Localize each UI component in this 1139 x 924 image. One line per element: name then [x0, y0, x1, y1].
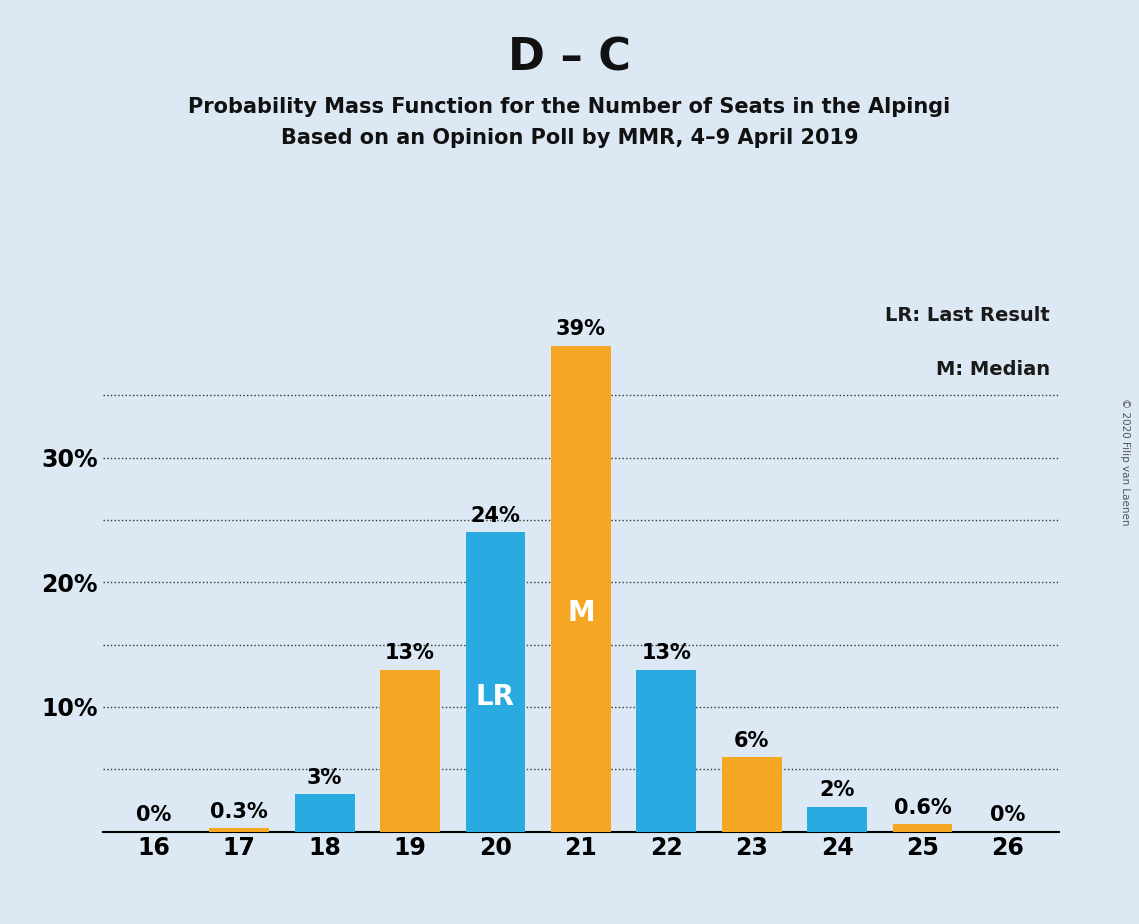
- Bar: [466, 532, 525, 832]
- Text: 24%: 24%: [470, 506, 521, 527]
- Text: 0%: 0%: [136, 806, 172, 825]
- Text: M: M: [567, 599, 595, 626]
- Text: 0.6%: 0.6%: [894, 798, 951, 818]
- Text: 6%: 6%: [734, 731, 770, 750]
- Text: LR: Last Result: LR: Last Result: [885, 307, 1050, 325]
- Text: LR: LR: [476, 683, 515, 711]
- Text: 0%: 0%: [990, 806, 1026, 825]
- Text: © 2020 Filip van Laenen: © 2020 Filip van Laenen: [1121, 398, 1130, 526]
- Bar: [380, 670, 440, 832]
- Text: M: Median: M: Median: [935, 360, 1050, 379]
- Text: 0.3%: 0.3%: [211, 802, 268, 821]
- Text: 2%: 2%: [819, 781, 855, 800]
- Bar: [808, 807, 867, 832]
- Text: Probability Mass Function for the Number of Seats in the Alpingi: Probability Mass Function for the Number…: [188, 97, 951, 117]
- Text: 39%: 39%: [556, 320, 606, 339]
- Text: 13%: 13%: [641, 643, 691, 663]
- Text: Based on an Opinion Poll by MMR, 4–9 April 2019: Based on an Opinion Poll by MMR, 4–9 Apr…: [280, 128, 859, 148]
- Bar: [295, 795, 354, 832]
- Text: 3%: 3%: [306, 768, 343, 788]
- Bar: [722, 757, 781, 832]
- Text: 13%: 13%: [385, 643, 435, 663]
- Bar: [551, 346, 611, 832]
- Bar: [637, 670, 696, 832]
- Bar: [210, 828, 269, 832]
- Bar: [893, 824, 952, 832]
- Text: D – C: D – C: [508, 37, 631, 80]
